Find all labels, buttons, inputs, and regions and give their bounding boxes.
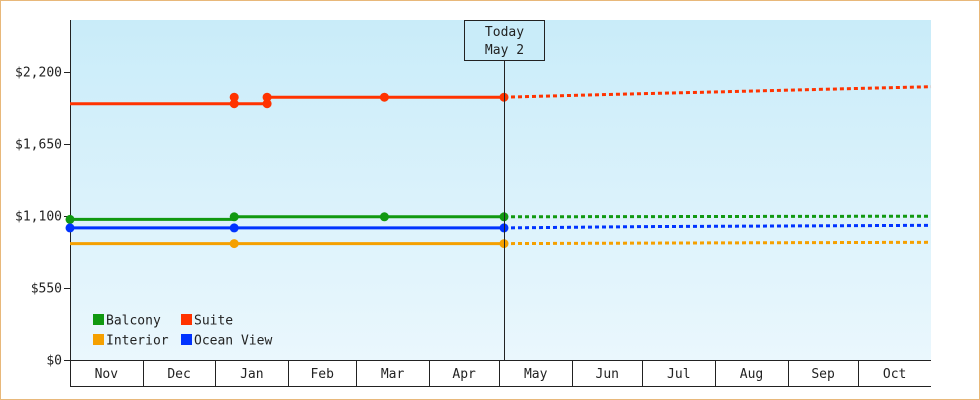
month-label-jun: Jun bbox=[596, 367, 619, 382]
month-label-jan: Jan bbox=[240, 367, 263, 382]
legend-swatch-ocean-view bbox=[181, 334, 192, 345]
ocean-view-data-point[interactable] bbox=[229, 223, 239, 233]
legend-label-balcony: Balcony bbox=[106, 314, 161, 329]
legend-swatch-balcony bbox=[93, 314, 104, 325]
suite-data-point[interactable] bbox=[262, 92, 272, 102]
balcony-data-point[interactable] bbox=[65, 214, 75, 224]
legend-swatch-interior bbox=[93, 334, 104, 345]
legend-label-interior: Interior bbox=[106, 334, 169, 349]
month-label-apr: Apr bbox=[452, 367, 476, 382]
y-tick-label: $1,100 bbox=[15, 210, 62, 225]
y-tick-label: $550 bbox=[31, 282, 62, 297]
month-label-jul: Jul bbox=[667, 367, 690, 382]
legend-label-ocean-view: Ocean View bbox=[194, 334, 272, 349]
interior-data-point[interactable] bbox=[229, 239, 239, 249]
legend-label-suite: Suite bbox=[194, 314, 233, 329]
suite-data-point[interactable] bbox=[379, 92, 389, 102]
today-label: Today bbox=[485, 25, 524, 40]
interior-forecast-line bbox=[503, 240, 932, 246]
suite-data-point[interactable] bbox=[262, 99, 272, 109]
y-tick-label: $1,650 bbox=[15, 138, 62, 153]
month-label-may: May bbox=[524, 367, 548, 382]
y-tick-label: $0 bbox=[46, 354, 62, 369]
suite-data-point[interactable] bbox=[229, 99, 239, 109]
month-label-aug: Aug bbox=[740, 367, 763, 382]
balcony-forecast-line bbox=[503, 214, 932, 219]
balcony-data-point[interactable] bbox=[379, 212, 389, 222]
month-label-nov: Nov bbox=[95, 367, 119, 382]
today-box bbox=[464, 20, 545, 61]
month-label-oct: Oct bbox=[883, 367, 906, 382]
balcony-data-point[interactable] bbox=[229, 212, 239, 222]
suite-forecast-line bbox=[503, 85, 932, 99]
month-label-mar: Mar bbox=[381, 367, 405, 382]
suite-data-point[interactable] bbox=[229, 92, 239, 102]
y-tick-label: $2,200 bbox=[15, 66, 62, 81]
month-label-sep: Sep bbox=[811, 367, 835, 382]
month-label-dec: Dec bbox=[167, 367, 190, 382]
ocean-view-data-point[interactable] bbox=[65, 223, 75, 233]
plot-area bbox=[70, 20, 931, 360]
today-date-label: May 2 bbox=[485, 43, 524, 58]
month-label-feb: Feb bbox=[310, 367, 334, 382]
ocean-view-forecast-line bbox=[503, 223, 932, 230]
legend-swatch-suite bbox=[181, 314, 192, 325]
